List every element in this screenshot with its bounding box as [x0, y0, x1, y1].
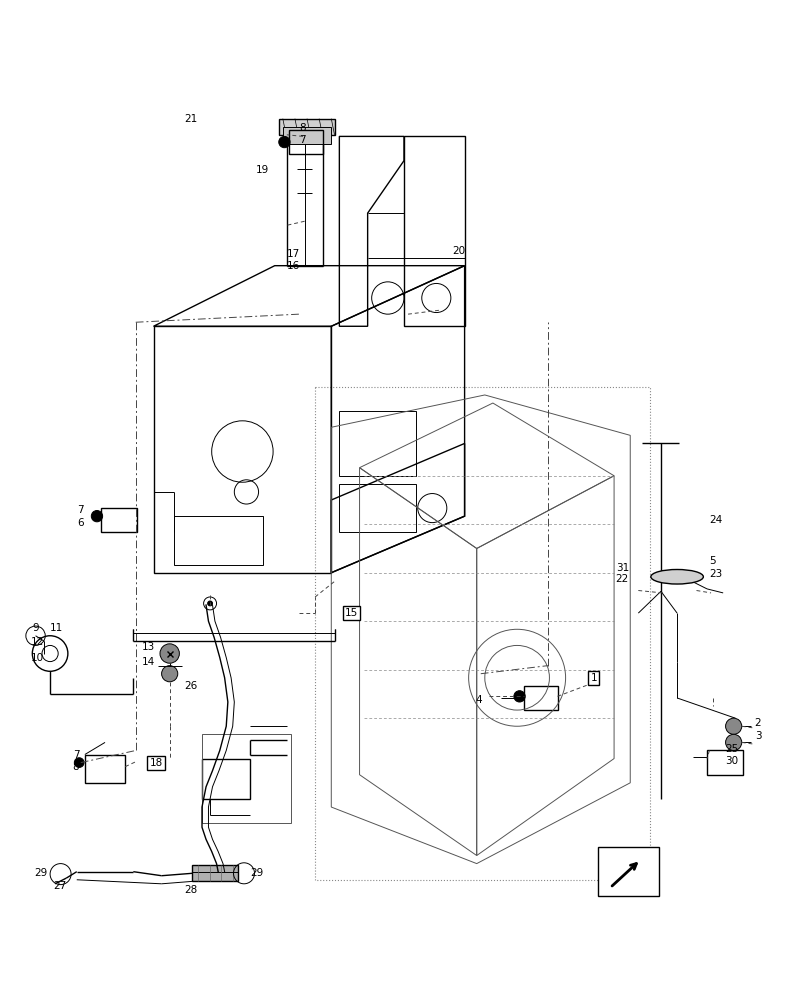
- Text: 7: 7: [299, 135, 305, 145]
- Circle shape: [208, 601, 213, 606]
- Text: 8: 8: [299, 123, 305, 133]
- Text: 5: 5: [709, 556, 716, 566]
- Polygon shape: [279, 119, 335, 135]
- Text: 19: 19: [255, 165, 268, 175]
- Text: 30: 30: [726, 756, 739, 766]
- Text: 17: 17: [287, 249, 300, 259]
- Text: 7: 7: [78, 505, 84, 515]
- Circle shape: [514, 691, 525, 702]
- Text: 21: 21: [184, 114, 197, 124]
- Bar: [315, 387, 650, 880]
- Text: 4: 4: [475, 695, 482, 705]
- Text: 25: 25: [726, 744, 739, 754]
- Text: 20: 20: [452, 246, 465, 256]
- Bar: [339, 411, 416, 476]
- Circle shape: [91, 511, 103, 522]
- Text: 31: 31: [616, 563, 629, 573]
- Text: 6: 6: [78, 518, 84, 528]
- Text: 13: 13: [142, 642, 155, 652]
- Text: 3: 3: [755, 731, 761, 741]
- Text: 15: 15: [345, 608, 358, 618]
- Text: 10: 10: [31, 653, 44, 663]
- Text: 8: 8: [73, 762, 79, 772]
- Circle shape: [74, 758, 84, 767]
- Circle shape: [726, 734, 742, 750]
- Text: 27: 27: [53, 881, 66, 891]
- Text: 18: 18: [149, 758, 162, 768]
- Text: 29: 29: [34, 868, 47, 878]
- Text: 22: 22: [616, 574, 629, 584]
- Circle shape: [726, 718, 742, 734]
- Bar: [598, 847, 659, 896]
- Polygon shape: [192, 865, 238, 881]
- Bar: [174, 516, 263, 565]
- Text: 12: 12: [31, 637, 44, 647]
- Text: 24: 24: [709, 515, 722, 525]
- Text: 2: 2: [755, 718, 761, 728]
- Polygon shape: [283, 127, 331, 144]
- Ellipse shape: [650, 569, 703, 584]
- Text: 1: 1: [591, 673, 597, 683]
- Circle shape: [160, 644, 179, 663]
- Circle shape: [279, 136, 290, 148]
- Text: 16: 16: [287, 261, 300, 271]
- Text: 23: 23: [709, 569, 722, 579]
- Text: 29: 29: [250, 868, 263, 878]
- Text: 26: 26: [184, 681, 197, 691]
- Text: 11: 11: [50, 623, 63, 633]
- Text: 28: 28: [184, 885, 197, 895]
- Text: 7: 7: [73, 750, 79, 760]
- Polygon shape: [610, 856, 641, 884]
- Bar: [339, 484, 416, 532]
- Text: 9: 9: [32, 623, 39, 633]
- Circle shape: [162, 666, 178, 682]
- Text: 14: 14: [142, 657, 155, 667]
